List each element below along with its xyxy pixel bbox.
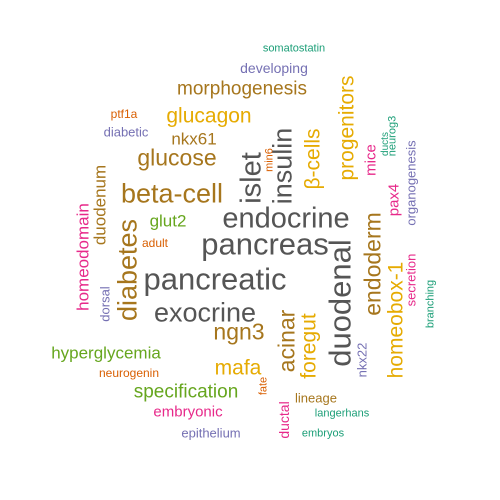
word-diabetes: diabetes <box>112 218 143 322</box>
word-mafa: mafa <box>214 356 262 380</box>
word-specification: specification <box>133 381 239 403</box>
word-foregut: foregut <box>297 313 321 379</box>
word-dorsal: dorsal <box>97 286 113 322</box>
word-acinar: acinar <box>273 309 300 373</box>
word-hyperglycemia: hyperglycemia <box>51 343 161 363</box>
word-nkx61: nkx61 <box>171 129 217 149</box>
word-ptf1a: ptf1a <box>110 107 138 121</box>
word-pax4: pax4 <box>385 183 403 217</box>
word-ductal: ductal <box>276 401 292 439</box>
word-lineage: lineage <box>295 390 337 406</box>
word-ngn3: ngn3 <box>213 318 265 345</box>
word-diabetic: diabetic <box>103 124 149 140</box>
word-glut2: glut2 <box>149 211 187 231</box>
word-beta-cell: beta-cell <box>120 178 224 209</box>
word-progenitors: progenitors <box>335 75 359 181</box>
word-epithelium: epithelium <box>181 425 241 441</box>
word-secretion: secretion <box>403 253 419 307</box>
word-pancreas: pancreas <box>201 226 329 262</box>
word-embryos: embryos <box>301 427 345 440</box>
word-duodenum: duodenum <box>90 164 110 246</box>
word-somatostatin: somatostatin <box>262 42 326 55</box>
word-duodenal: duodenal <box>322 239 358 367</box>
word-endocrine: endocrine <box>222 202 350 235</box>
word-exocrine: exocrine <box>153 297 257 328</box>
word-islet: islet <box>235 152 268 204</box>
word-beta-cells: β-cells <box>301 128 325 190</box>
word-min6: min6 <box>263 148 276 172</box>
word-developing: developing <box>240 60 308 76</box>
word-organogenesis: organogenesis <box>403 140 419 226</box>
word-endoderm: endoderm <box>359 212 386 316</box>
word-homeodomain: homeodomain <box>73 203 93 311</box>
word-glucagon: glucagon <box>166 104 252 128</box>
word-nkx22: nkx22 <box>354 342 370 378</box>
word-morphogenesis: morphogenesis <box>177 78 307 100</box>
word-ducts: ducts <box>380 132 391 156</box>
word-langerhans: langerhans <box>314 407 370 420</box>
word-fate: fate <box>257 376 270 396</box>
word-branching: branching <box>424 279 437 329</box>
word-glucose: glucose <box>137 144 217 171</box>
word-adult: adult <box>141 236 169 250</box>
word-neurogenin: neurogenin <box>98 366 160 380</box>
word-pancreatic: pancreatic <box>143 261 287 297</box>
word-embryonic: embryonic <box>153 403 223 421</box>
word-mice: mice <box>362 144 380 176</box>
